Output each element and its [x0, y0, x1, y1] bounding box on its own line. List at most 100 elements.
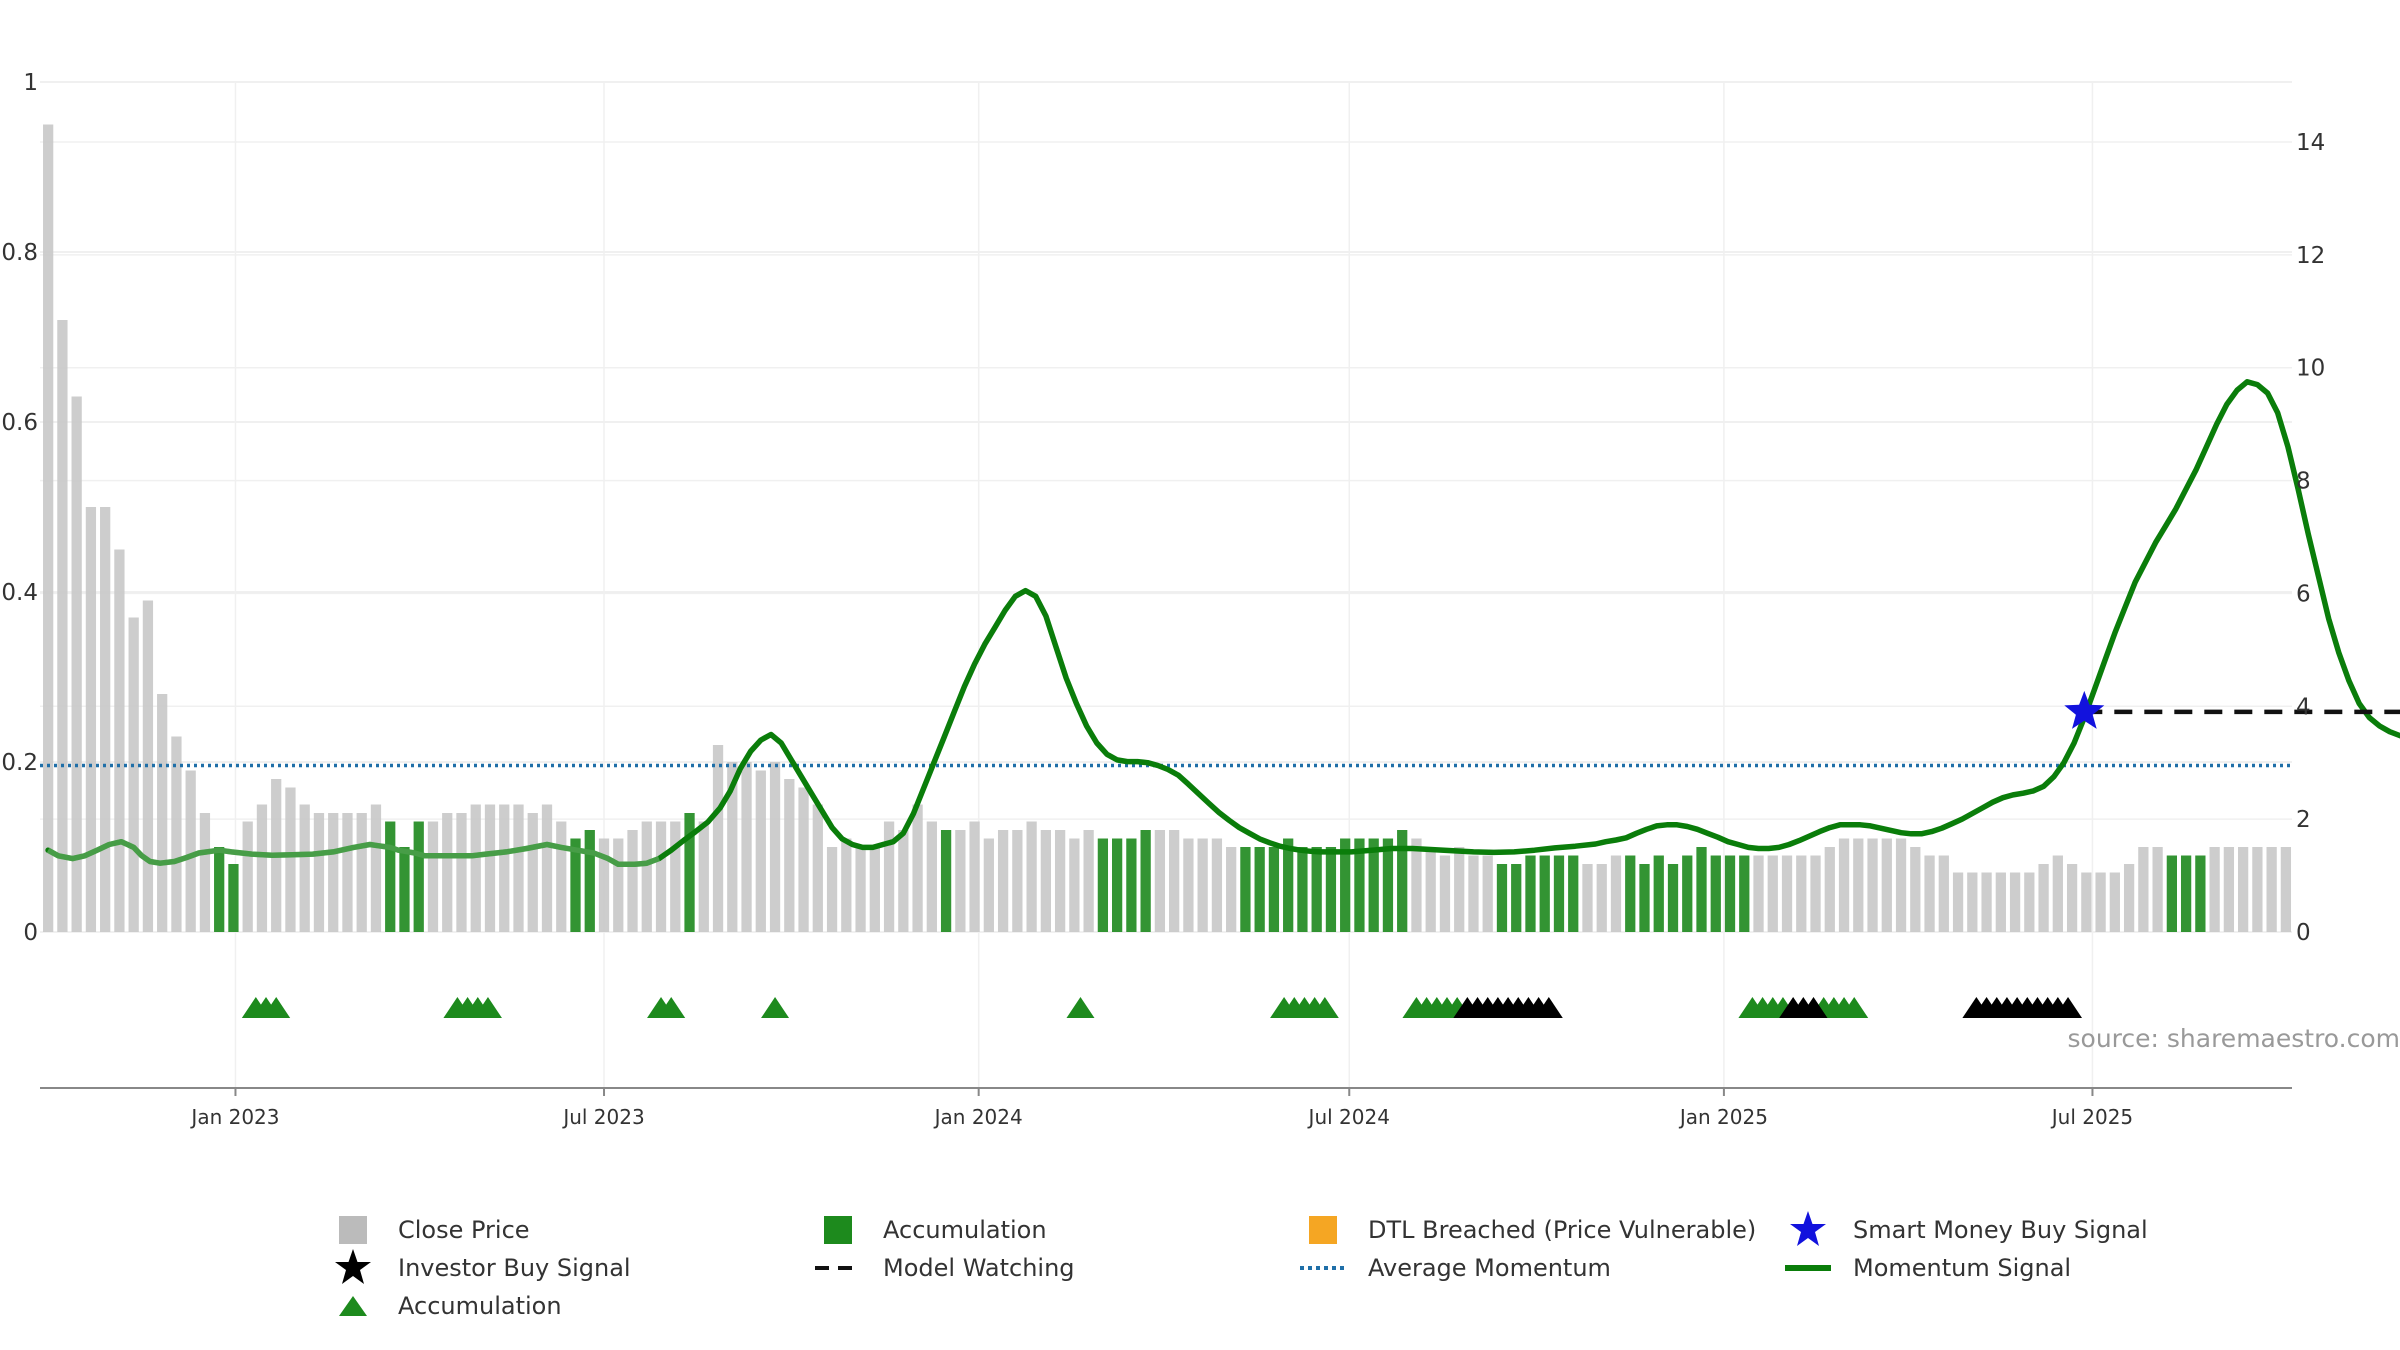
close-price-bar	[456, 813, 467, 932]
close-price-bar	[470, 804, 481, 932]
close-price-bar	[1810, 855, 1821, 932]
close-price-bar	[1054, 830, 1066, 932]
x-tick-label: Jan 2024	[933, 1105, 1023, 1129]
close-price-bar	[1910, 847, 1921, 932]
y-left-tick-label: 0.6	[1, 410, 38, 436]
close-price-bar	[128, 617, 139, 932]
legend-label: Momentum Signal	[1853, 1254, 2072, 1282]
y-left-tick-label: 1	[23, 70, 38, 96]
accumulation-bar	[1311, 847, 1322, 932]
accumulation-bar	[1112, 838, 1123, 932]
close-price-bar	[370, 804, 382, 932]
close-price-bar	[2009, 872, 2021, 932]
close-price-bar	[627, 830, 638, 932]
accumulation-bar	[1739, 855, 1750, 932]
close-price-bar	[1767, 855, 1778, 932]
close-price-bar	[299, 804, 310, 932]
close-price-bar	[1425, 847, 1436, 932]
close-price-bar	[727, 762, 738, 932]
close-price-bar	[313, 813, 325, 932]
accumulation-bar	[1525, 855, 1536, 932]
y-right-tick-label: 8	[2296, 469, 2311, 495]
close-price-bar	[1853, 838, 1864, 932]
accumulation-bar	[1368, 838, 1379, 932]
line-series	[40, 379, 2400, 868]
close-price-bar	[1967, 872, 1978, 932]
accumulation-bar	[1254, 847, 1265, 932]
close-price-bar	[1439, 855, 1451, 932]
close-price-bar	[798, 787, 809, 932]
close-price-bar	[442, 813, 453, 932]
close-price-bar	[1995, 872, 2006, 932]
close-price-bar	[1753, 855, 1764, 932]
momentum-signal-line	[45, 379, 2400, 868]
black-star-icon	[330, 1249, 376, 1286]
close-price-bar	[43, 124, 54, 932]
close-price-bar	[242, 821, 253, 932]
close-price-bar	[613, 838, 624, 932]
accumulation-bar	[1354, 838, 1365, 932]
close-price-bar	[812, 804, 823, 932]
accumulation-bar	[1724, 855, 1736, 932]
accumulation-bar	[1097, 838, 1109, 932]
y-right-tick-label: 10	[2296, 356, 2325, 382]
x-tick-label: Jan 2023	[189, 1105, 279, 1129]
legend-item-dtl-breached: DTL Breached (Price Vulnerable)	[1300, 1212, 1756, 1248]
gray-square-icon	[330, 1212, 376, 1248]
close-price-bar	[171, 736, 182, 932]
close-price-bar	[1981, 872, 1992, 932]
close-price-bar	[841, 838, 852, 932]
close-price-bar	[712, 745, 724, 932]
close-price-bar	[2066, 864, 2078, 932]
accumulation-bar	[1682, 855, 1693, 932]
close-price-bar	[2081, 872, 2092, 932]
axes: Jan 2023 Jul 2023 Jan 2024 Jul 2024 Jan 2025…	[1, 70, 2325, 1129]
close-price-bar	[1040, 830, 1051, 932]
legend-item-model-watching: Model Watching	[815, 1250, 1075, 1286]
close-price-bar	[997, 830, 1009, 932]
legend-label: Smart Money Buy Signal	[1853, 1216, 2148, 1244]
bar-series	[43, 124, 2292, 932]
legend-label: Average Momentum	[1368, 1254, 1611, 1282]
legend-item-average-momentum: Average Momentum	[1300, 1250, 1611, 1286]
legend: Close Price Accumulation DTL Breached (P…	[330, 1211, 2230, 1342]
accumulation-bar	[1568, 855, 1579, 932]
investor-triangle-icon	[2054, 997, 2083, 1018]
close-price-bar	[1197, 838, 1208, 932]
accumulation-bar	[1696, 847, 1707, 932]
green-line-icon	[1785, 1250, 1831, 1286]
y-left-tick-label: 0.2	[1, 750, 38, 776]
close-price-bar	[1154, 830, 1166, 932]
accumulation-bar	[2166, 855, 2177, 932]
close-price-bar	[57, 320, 68, 932]
close-price-bar	[641, 821, 652, 932]
close-price-bar	[1411, 838, 1422, 932]
close-price-bar	[855, 847, 866, 932]
close-price-bar	[926, 821, 937, 932]
y-left-tick-label: 0	[23, 920, 38, 946]
close-price-bar	[598, 838, 610, 932]
close-price-bar	[499, 804, 510, 932]
close-price-bar	[1183, 838, 1194, 932]
y-right-tick-label: 12	[2296, 243, 2325, 269]
investor-triangle-icon	[1534, 997, 1563, 1018]
close-price-bar	[2024, 872, 2035, 932]
y-left-tick-label: 0.4	[1, 580, 38, 606]
accumulation-bar	[1710, 855, 1721, 932]
close-price-bar	[955, 830, 966, 932]
close-price-bar	[2052, 855, 2063, 932]
close-price-bar	[655, 821, 667, 932]
investor-triangle-icon	[1799, 997, 1828, 1018]
orange-square-icon	[1300, 1212, 1346, 1248]
x-tick-label: Jul 2023	[561, 1105, 644, 1129]
accumulation-bar	[1625, 855, 1636, 932]
accumulation-bar	[684, 813, 695, 932]
close-price-bar	[1582, 864, 1593, 932]
accumulation-bar	[413, 821, 424, 932]
close-price-bar	[2223, 847, 2235, 932]
close-price-bar	[912, 804, 923, 932]
close-price-bar	[784, 779, 795, 932]
close-price-bar	[869, 847, 880, 932]
close-price-bar	[185, 770, 196, 932]
